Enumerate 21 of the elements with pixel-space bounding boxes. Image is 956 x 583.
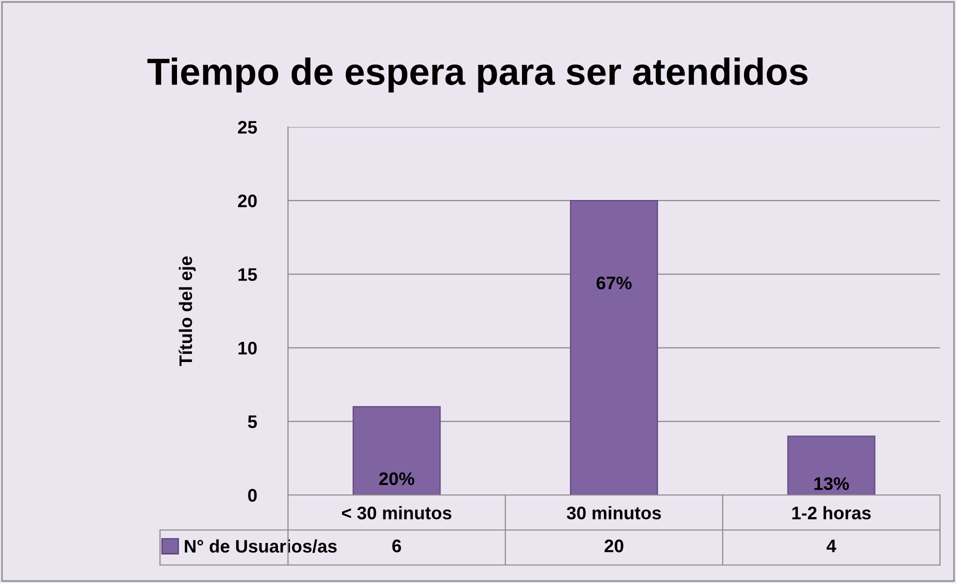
data-label: 4 — [826, 540, 836, 552]
x-tick-label: 30 minutos — [566, 506, 661, 520]
chart-title: Tiempo de espera para ser atendidos — [147, 58, 808, 92]
y-tick-label: 15 — [238, 268, 257, 281]
data-label: 20 — [604, 540, 624, 552]
annotation: 20% — [379, 472, 414, 486]
bar — [352, 406, 441, 495]
annotation: 13% — [814, 477, 849, 490]
y-tick-label: 10 — [238, 342, 257, 355]
bar — [570, 200, 658, 495]
x-tick-label: < 30 minutos — [342, 506, 452, 520]
bar — [787, 436, 876, 495]
data-label: 6 — [392, 540, 402, 552]
x-tick-label: 1-2 horas — [792, 506, 871, 520]
y-tick-label: 0 — [248, 488, 257, 502]
legend-label: N° de Usuarios/as — [184, 539, 337, 553]
y-tick-label: 20 — [238, 194, 257, 208]
y-tick-label: 25 — [238, 120, 257, 134]
annotation: 67% — [596, 276, 632, 290]
y-tick-label: 5 — [248, 416, 257, 428]
y-axis-title: Título del eje — [178, 256, 196, 366]
